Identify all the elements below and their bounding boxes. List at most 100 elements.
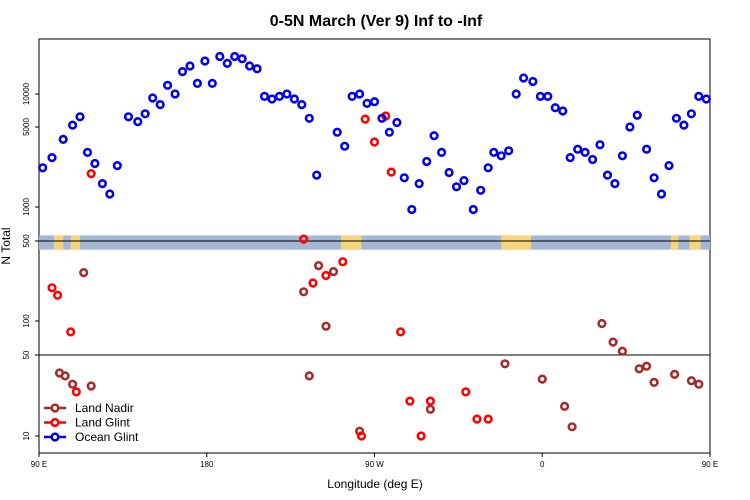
data-point xyxy=(215,51,225,62)
legend-item: Ocean Glint xyxy=(44,430,139,444)
data-point xyxy=(58,134,68,144)
land-band-segment xyxy=(501,235,532,250)
data-point xyxy=(355,89,365,99)
data-point xyxy=(66,327,76,337)
data-point xyxy=(267,94,277,104)
data-point xyxy=(476,185,486,195)
data-point xyxy=(664,161,674,171)
data-point xyxy=(580,147,590,157)
data-point xyxy=(112,161,122,171)
data-point xyxy=(308,278,318,288)
data-point xyxy=(496,151,506,161)
data-point xyxy=(321,270,331,281)
series-land-nadir xyxy=(54,261,704,436)
data-point xyxy=(369,97,380,107)
series-land-glint xyxy=(47,111,493,441)
data-point xyxy=(384,127,395,137)
data-point xyxy=(79,268,89,278)
x-tick-label: 90 W xyxy=(365,460,384,469)
data-point xyxy=(52,290,63,300)
data-point xyxy=(451,182,462,192)
data-point xyxy=(573,144,583,154)
data-point xyxy=(67,379,78,389)
data-point xyxy=(587,154,598,165)
data-point xyxy=(634,364,644,374)
land-band-segment xyxy=(689,235,701,250)
y-tick-label: 5000 xyxy=(22,118,31,136)
data-point xyxy=(437,147,447,157)
data-point xyxy=(207,78,217,88)
data-point xyxy=(405,396,415,406)
data-point xyxy=(511,89,521,99)
data-point xyxy=(459,176,469,186)
data-point xyxy=(472,414,482,424)
data-point xyxy=(504,146,514,156)
legend-item: Land Nadir xyxy=(44,401,134,415)
data-point xyxy=(97,179,107,189)
data-point xyxy=(332,127,342,137)
data-point xyxy=(641,361,652,371)
y-tick-label: 10000 xyxy=(22,82,31,105)
data-point xyxy=(632,110,642,120)
data-point xyxy=(321,321,331,331)
data-point xyxy=(297,99,307,110)
data-point xyxy=(500,359,510,369)
land-band-segment xyxy=(53,235,64,250)
data-point xyxy=(669,369,680,380)
land-band-segment xyxy=(340,235,362,250)
data-point xyxy=(429,131,439,141)
data-point xyxy=(461,387,471,397)
data-point xyxy=(392,117,402,128)
data-point xyxy=(483,163,493,173)
data-point xyxy=(356,431,367,441)
data-point xyxy=(686,376,697,386)
data-point xyxy=(90,158,100,169)
data-point xyxy=(671,113,682,123)
data-point xyxy=(170,89,180,99)
data-point xyxy=(230,51,240,62)
data-point xyxy=(47,153,57,163)
axis-ticks: 90 E 180 90 W 0 90 E 10 50 100 500 1000 5000 10000 xyxy=(22,82,718,469)
data-point xyxy=(610,179,620,189)
x-tick-label: 180 xyxy=(200,460,214,469)
data-point xyxy=(537,374,547,384)
data-point xyxy=(185,61,195,71)
data-point xyxy=(444,167,454,178)
data-point xyxy=(123,112,134,122)
data-point xyxy=(694,91,704,101)
data-point xyxy=(155,99,165,110)
ocean-band xyxy=(39,235,710,250)
y-tick-label: 50 xyxy=(22,350,31,359)
data-point xyxy=(608,337,618,347)
data-point xyxy=(140,109,150,119)
data-point xyxy=(483,414,493,424)
data-point xyxy=(163,80,173,90)
data-point xyxy=(641,144,652,154)
data-point xyxy=(422,156,432,167)
data-point xyxy=(299,234,309,244)
data-point xyxy=(192,78,202,88)
data-point xyxy=(679,120,689,130)
data-point xyxy=(299,287,309,297)
data-point xyxy=(407,204,417,215)
data-point xyxy=(416,431,426,441)
legend-label: Ocean Glint xyxy=(75,430,139,444)
data-point xyxy=(237,54,247,64)
data-point xyxy=(312,170,322,180)
chart-title: 0-5N March (Ver 9) Inf to -Inf xyxy=(270,13,483,30)
data-point xyxy=(75,112,85,122)
data-points xyxy=(38,51,711,441)
data-point xyxy=(550,103,560,113)
data-point xyxy=(559,401,570,412)
legend-marker xyxy=(50,403,60,413)
legend-marker xyxy=(50,432,60,442)
y-axis-label: N Total xyxy=(0,227,13,264)
data-point xyxy=(314,261,324,271)
data-point xyxy=(649,173,659,183)
data-point xyxy=(489,147,499,157)
data-point xyxy=(47,283,57,293)
data-point xyxy=(386,167,396,177)
data-point xyxy=(597,318,607,329)
land-band-segment xyxy=(670,235,679,250)
